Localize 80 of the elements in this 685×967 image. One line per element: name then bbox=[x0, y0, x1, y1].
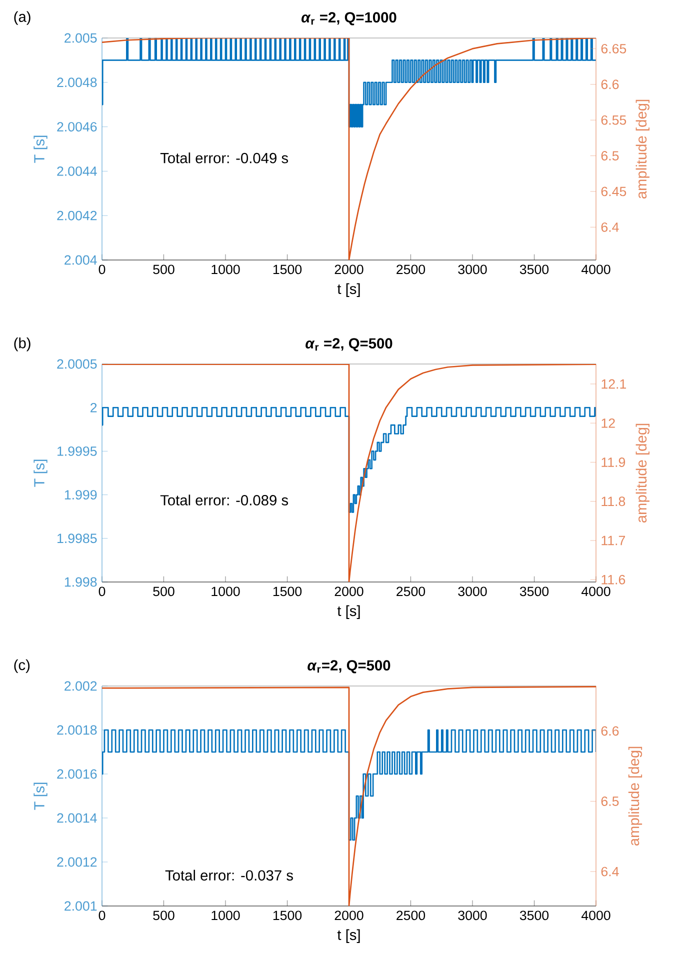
y-tick-label: 2.0042 bbox=[57, 210, 97, 220]
line-series bbox=[102, 364, 596, 582]
y2-tick-label: 6.65 bbox=[601, 44, 626, 54]
text: (c) bbox=[14, 659, 30, 674]
y2-tick-label: 11.9 bbox=[602, 458, 626, 467]
y-tick-label: 2.0016 bbox=[57, 769, 97, 779]
line-series bbox=[102, 686, 596, 906]
y-tick-label: 2.005 bbox=[64, 33, 97, 43]
x-tick-label: 0 bbox=[98, 586, 106, 596]
x-tick-label: 3500 bbox=[520, 264, 549, 274]
x-tick-label: 3000 bbox=[458, 910, 487, 920]
y2-tick-label: 6.5 bbox=[601, 151, 619, 160]
y2-tick-label: 12 bbox=[602, 418, 615, 428]
chart-title: α$_{r}$ =2, Q=500 bbox=[306, 338, 392, 352]
x-tick-label: 4000 bbox=[581, 586, 610, 596]
x-tick-label: 4000 bbox=[581, 910, 610, 920]
x-tick-label: 2000 bbox=[334, 910, 364, 920]
x-tick-label: 3500 bbox=[520, 586, 549, 596]
y2-tick-label: 6.55 bbox=[601, 115, 626, 125]
y2-tick-label: 6.4 bbox=[601, 866, 619, 876]
x-tick-label: 2500 bbox=[396, 910, 426, 920]
chart-title: α$_{r}$=2, Q=500 bbox=[308, 660, 390, 674]
y-tick-label: 1.9995 bbox=[58, 446, 97, 456]
x-tick-label: 1500 bbox=[273, 910, 302, 920]
y2-tick-label: 11.7 bbox=[602, 536, 625, 546]
y-tick-label: 1.998 bbox=[64, 577, 97, 587]
y2-tick-label: 6.5 bbox=[601, 796, 619, 806]
y-tick-label: 2.004 bbox=[64, 255, 97, 265]
y-tick-label: 2.0018 bbox=[57, 725, 97, 735]
annotation: Total error: -0.089 s bbox=[160, 494, 288, 506]
y-tick-label: 2.001 bbox=[64, 901, 97, 911]
y-axis-title: T [s] bbox=[34, 136, 48, 163]
y-tick-label: 2.0044 bbox=[57, 166, 97, 176]
x-tick-label: 1500 bbox=[273, 264, 302, 274]
y-axis-title: T [s] bbox=[34, 782, 48, 810]
y2-axis-title: amplitude [deg] bbox=[628, 746, 642, 846]
y2-tick-label: 6.45 bbox=[601, 186, 626, 196]
x-tick-label: 1000 bbox=[212, 264, 240, 274]
y-tick-label: 2 bbox=[90, 402, 97, 412]
x-tick-label: 4000 bbox=[581, 264, 610, 274]
y-tick-label: 2.0012 bbox=[57, 857, 97, 867]
y-tick-label: 2.0014 bbox=[57, 813, 97, 823]
x-tick-label: 2500 bbox=[396, 264, 426, 274]
y-tick-label: 2.0005 bbox=[57, 359, 97, 369]
x-axis-title: t [s] bbox=[337, 605, 360, 619]
x-tick-label: 2000 bbox=[334, 586, 364, 596]
y2-tick-label: 6.6 bbox=[601, 726, 619, 736]
x-tick-label: 0 bbox=[98, 264, 106, 274]
y2-tick-label: 6.6 bbox=[601, 80, 619, 90]
annotation: Total error: -0.037 s bbox=[165, 870, 293, 881]
y-tick-label: 1.9985 bbox=[58, 534, 97, 544]
x-tick-label: 2000 bbox=[334, 264, 364, 274]
x-tick-label: 1000 bbox=[212, 910, 240, 920]
y2-axis-title: amplitude [deg] bbox=[636, 100, 650, 199]
x-tick-label: 1500 bbox=[273, 586, 302, 596]
text: (a) bbox=[14, 11, 30, 25]
y2-tick-label: 6.4 bbox=[601, 222, 619, 232]
y2-axis-title: amplitude [deg] bbox=[636, 424, 650, 523]
x-axis-title: t [s] bbox=[337, 929, 360, 943]
x-tick-label: 3500 bbox=[520, 910, 549, 920]
chart-title: α$_{r}$ =2, Q=1000 bbox=[302, 12, 396, 26]
x-tick-label: 1000 bbox=[212, 586, 240, 596]
text: (b) bbox=[14, 338, 30, 352]
x-tick-label: 500 bbox=[153, 586, 174, 596]
y-tick-label: 2.0046 bbox=[57, 122, 97, 132]
x-tick-label: 3000 bbox=[458, 264, 487, 274]
y2-tick-label: 12.1 bbox=[602, 379, 626, 389]
x-tick-label: 500 bbox=[153, 910, 174, 920]
y-axis-title: T [s] bbox=[34, 460, 48, 487]
x-tick-label: 0 bbox=[98, 910, 106, 920]
x-axis-title: t [s] bbox=[337, 283, 360, 297]
y2-tick-label: 11.8 bbox=[602, 496, 626, 506]
y-tick-label: 2.002 bbox=[64, 681, 97, 691]
annotation: Total error: -0.049 s bbox=[160, 152, 288, 164]
x-tick-label: 500 bbox=[153, 264, 174, 274]
y-tick-label: 2.0048 bbox=[57, 78, 97, 88]
y2-tick-label: 11.6 bbox=[602, 574, 626, 584]
y-tick-label: 1.999 bbox=[64, 490, 97, 500]
x-tick-label: 2500 bbox=[396, 586, 426, 596]
x-tick-label: 3000 bbox=[458, 586, 487, 596]
